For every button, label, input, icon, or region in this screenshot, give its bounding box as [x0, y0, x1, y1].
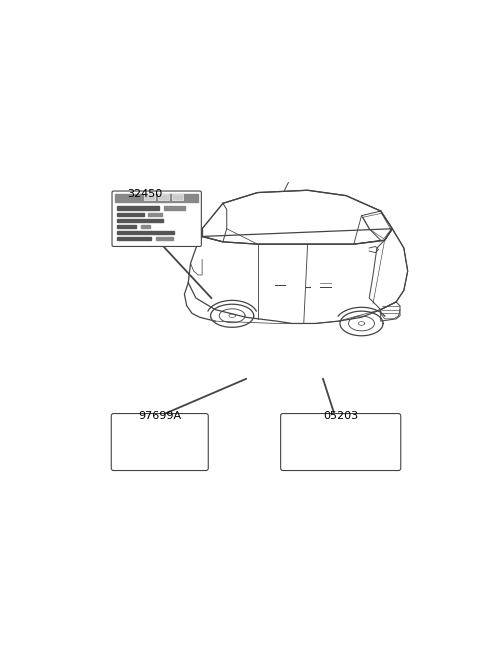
Bar: [117, 231, 174, 234]
FancyBboxPatch shape: [281, 413, 401, 470]
Bar: [158, 194, 169, 200]
Text: 05203: 05203: [323, 411, 358, 421]
Bar: [117, 237, 151, 240]
Bar: [144, 194, 155, 200]
Bar: [172, 194, 183, 200]
FancyBboxPatch shape: [112, 191, 201, 246]
Bar: [148, 213, 162, 215]
Bar: [117, 225, 136, 228]
Bar: [117, 213, 144, 215]
FancyBboxPatch shape: [111, 413, 208, 470]
Text: 32450: 32450: [128, 189, 163, 198]
Bar: [117, 219, 163, 222]
Bar: [117, 206, 159, 210]
Bar: [141, 225, 150, 228]
Bar: [164, 206, 185, 210]
Bar: [115, 194, 198, 202]
Bar: [156, 237, 173, 240]
Text: 97699A: 97699A: [138, 411, 181, 421]
